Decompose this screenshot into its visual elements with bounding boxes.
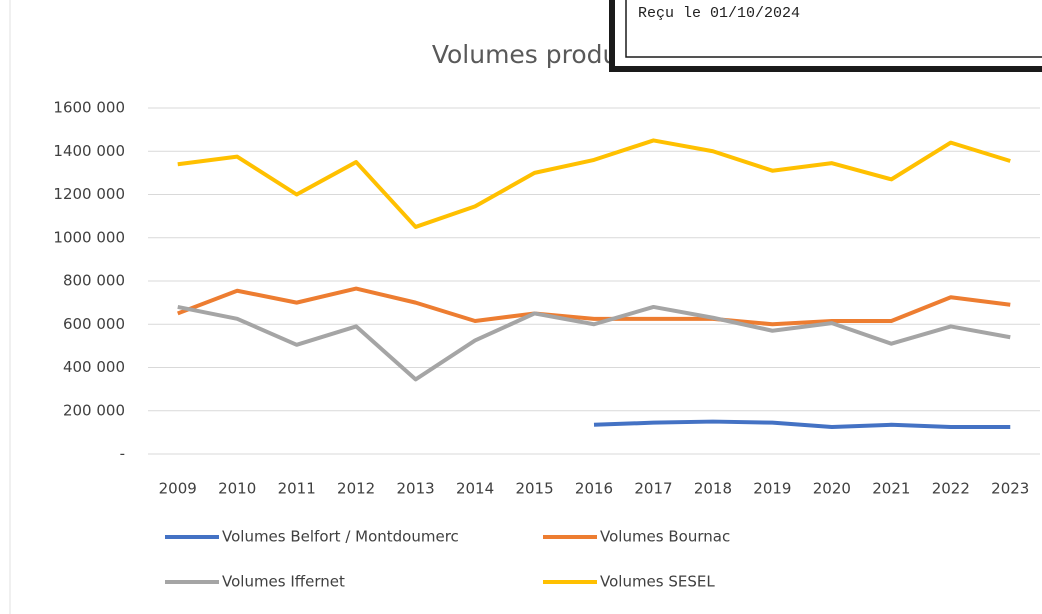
series-line	[593, 419, 1011, 429]
plot: - 200 000 400 000 600 000 800 000 1000 000 120…	[53, 99, 1040, 591]
x-tick-label: 2015	[515, 480, 553, 498]
y-tick-label: 400 000	[63, 358, 125, 376]
x-tick-label: 2021	[872, 480, 910, 498]
x-tick-label: 2020	[813, 480, 851, 498]
x-tick-label: 2019	[753, 480, 791, 498]
x-tick-label: 2012	[337, 480, 375, 498]
y-tick-label: 1600 000	[53, 99, 125, 117]
stamp-text: Reçu le 01/10/2024	[638, 5, 800, 22]
stamp-inner	[625, 0, 1042, 58]
y-tick-label: 1000 000	[53, 228, 125, 246]
x-tick-label: 2011	[278, 480, 316, 498]
y-tick-label: 200 000	[63, 401, 125, 419]
x-tick-label: 2022	[932, 480, 970, 498]
stamp: Reçu le 01/10/2024	[609, 0, 1042, 72]
x-tick-label: 2017	[634, 480, 672, 498]
legend-label: Volumes Iffernet	[222, 573, 345, 591]
legend-label: Volumes Belfort / Montdoumerc	[222, 528, 459, 546]
x-tick-label: 2009	[159, 480, 197, 498]
legend-label: Volumes SESEL	[600, 573, 715, 591]
x-tick-label: 2023	[991, 480, 1029, 498]
series-line	[177, 286, 1011, 327]
x-tick-label: 2014	[456, 480, 494, 498]
y-tick-label: 1200 000	[53, 185, 125, 203]
legend-label: Volumes Bournac	[600, 528, 730, 546]
y-tick-label: 600 000	[63, 315, 125, 333]
y-tick-label: 1400 000	[53, 142, 125, 160]
y-tick-label: 800 000	[63, 272, 125, 290]
x-tick-label: 2013	[397, 480, 435, 498]
y-tick-label: -	[120, 445, 125, 463]
series-line	[177, 138, 1011, 229]
x-tick-label: 2010	[218, 480, 256, 498]
x-tick-label: 2018	[694, 480, 732, 498]
x-tick-label: 2016	[575, 480, 613, 498]
series-line	[177, 304, 1011, 382]
